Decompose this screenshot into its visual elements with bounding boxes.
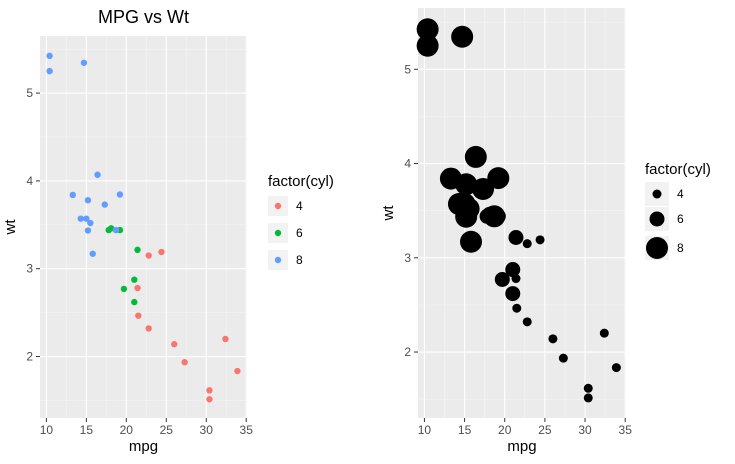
x-tick-label: 20	[120, 423, 134, 437]
data-point	[583, 393, 593, 403]
legend-label: 4	[296, 199, 303, 213]
legend-label: 8	[296, 253, 303, 267]
data-point	[134, 284, 141, 292]
x-axis-title: mpg	[129, 438, 158, 455]
data-point	[158, 248, 165, 256]
x-tick-label: 10	[418, 423, 432, 437]
data-point	[505, 286, 521, 302]
data-point	[464, 145, 487, 168]
data-point	[181, 359, 188, 366]
data-point	[84, 197, 92, 204]
data-point	[472, 177, 495, 200]
y-tick-label: 4	[26, 174, 33, 188]
data-point	[116, 191, 124, 198]
y-tick-label: 3	[26, 262, 33, 276]
data-point	[222, 335, 229, 343]
data-point	[134, 246, 141, 254]
legend-label: 6	[296, 226, 303, 240]
legend-marker	[274, 256, 282, 264]
data-point	[416, 18, 439, 41]
data-point	[548, 334, 558, 344]
data-point	[483, 205, 506, 228]
data-point	[599, 328, 609, 338]
legend-marker	[649, 211, 665, 227]
x-tick-label: 30	[578, 423, 592, 437]
x-tick-label: 25	[538, 423, 552, 437]
data-point	[206, 387, 213, 394]
data-point	[120, 285, 128, 293]
x-tick-label: 30	[200, 423, 214, 437]
data-point	[46, 52, 53, 60]
x-tick-label: 35	[619, 423, 633, 437]
data-point	[494, 271, 510, 287]
data-point	[505, 262, 521, 278]
x-axis-title: mpg	[507, 438, 536, 455]
data-point	[112, 226, 120, 234]
data-point	[611, 363, 621, 373]
legend-marker	[652, 189, 662, 199]
data-point	[94, 171, 101, 178]
y-tick-label: 2	[26, 350, 33, 364]
legend-marker	[274, 229, 282, 237]
y-axis-title: wt	[380, 205, 397, 222]
data-point	[69, 191, 76, 199]
data-point	[453, 193, 476, 216]
data-point	[416, 34, 439, 57]
data-point	[89, 250, 96, 257]
data-point	[558, 353, 568, 363]
data-point	[105, 226, 112, 234]
y-tick-label: 5	[404, 62, 411, 76]
legend-label: 4	[677, 187, 684, 201]
data-point	[46, 67, 53, 75]
data-point	[83, 215, 90, 222]
data-point	[101, 201, 108, 208]
x-tick-label: 10	[40, 423, 54, 437]
x-tick-label: 15	[458, 423, 472, 437]
data-point	[131, 298, 138, 306]
data-point	[460, 230, 483, 253]
data-point	[439, 167, 462, 190]
data-point	[512, 303, 522, 313]
data-point	[522, 317, 532, 327]
panel-background	[40, 36, 247, 418]
legend-label: 6	[677, 212, 684, 226]
data-point	[135, 312, 142, 319]
x-tick-label: 15	[80, 423, 94, 437]
y-tick-label: 3	[404, 251, 411, 265]
data-point	[80, 59, 88, 66]
plot-title: MPG vs Wt	[98, 7, 189, 27]
legend-label: 8	[677, 241, 684, 255]
y-tick-label: 4	[404, 157, 411, 171]
data-point	[145, 252, 152, 259]
data-point	[535, 235, 545, 245]
x-tick-label: 35	[240, 423, 254, 437]
data-point	[234, 367, 241, 375]
data-point	[87, 219, 94, 227]
data-point	[84, 227, 92, 234]
data-point	[487, 167, 510, 190]
data-point	[145, 325, 152, 332]
data-point	[77, 215, 84, 222]
legend-title: factor(cyl)	[645, 161, 711, 178]
y-tick-label: 2	[404, 345, 411, 359]
data-point	[508, 230, 524, 246]
x-tick-label: 25	[160, 423, 174, 437]
data-point	[522, 239, 532, 249]
y-tick-label: 5	[26, 86, 33, 100]
data-point	[206, 396, 213, 403]
data-point	[583, 383, 593, 393]
legend-title: factor(cyl)	[268, 173, 334, 190]
x-tick-label: 20	[498, 423, 512, 437]
data-point	[451, 25, 474, 48]
legend-marker	[274, 202, 282, 210]
legend-marker	[646, 237, 668, 259]
y-axis-title: wt	[2, 219, 19, 236]
data-point	[171, 341, 178, 348]
data-point	[131, 276, 138, 283]
